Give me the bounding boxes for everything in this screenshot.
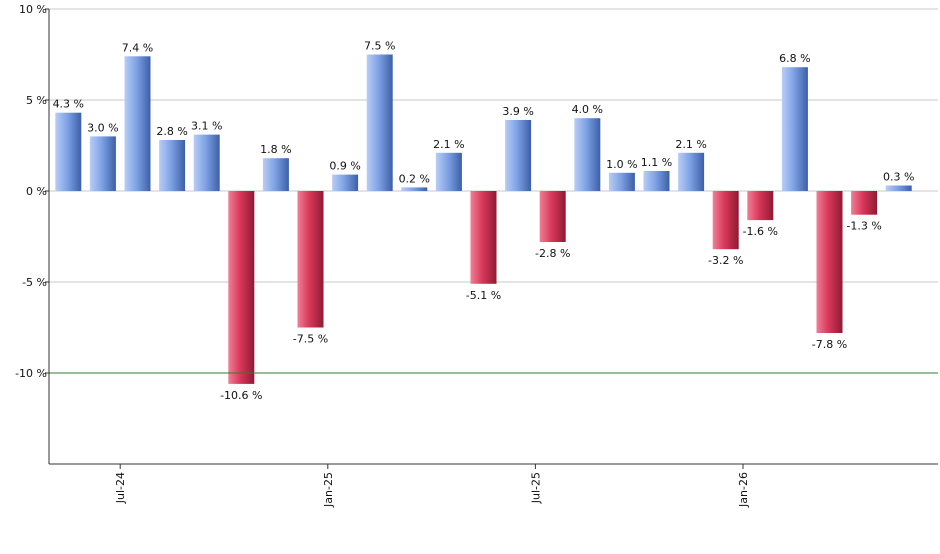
bar bbox=[505, 120, 532, 191]
bar bbox=[712, 191, 739, 250]
bar bbox=[193, 134, 220, 191]
x-tick-label: Jan-26 bbox=[737, 472, 750, 508]
bar bbox=[124, 56, 151, 191]
data-label: 7.5 % bbox=[364, 40, 395, 53]
data-label: -2.8 % bbox=[535, 247, 570, 260]
data-label: 6.8 % bbox=[779, 52, 810, 65]
data-label: 2.1 % bbox=[433, 138, 464, 151]
y-tick-label: 0 % bbox=[26, 185, 47, 198]
x-tick-label: Jul-24 bbox=[114, 472, 127, 504]
data-label: -7.8 % bbox=[812, 338, 847, 351]
data-label: 1.0 % bbox=[606, 158, 637, 171]
bar bbox=[297, 191, 324, 328]
data-label: 4.0 % bbox=[572, 103, 603, 116]
bar bbox=[816, 191, 843, 333]
bar bbox=[159, 140, 186, 191]
y-tick-label: 5 % bbox=[26, 94, 47, 107]
bars bbox=[55, 54, 912, 384]
bar bbox=[574, 118, 601, 191]
bar bbox=[401, 187, 428, 191]
data-label: -1.3 % bbox=[846, 220, 881, 233]
bar bbox=[781, 67, 808, 191]
bar bbox=[89, 136, 116, 191]
bar bbox=[885, 185, 912, 191]
data-label: -1.6 % bbox=[743, 225, 778, 238]
data-label: 7.4 % bbox=[122, 41, 153, 54]
bar bbox=[747, 191, 774, 221]
bar bbox=[643, 171, 670, 191]
bar bbox=[851, 191, 878, 215]
bar bbox=[366, 54, 393, 191]
bar bbox=[539, 191, 566, 242]
data-label: -3.2 % bbox=[708, 254, 743, 267]
data-label: -5.1 % bbox=[466, 289, 501, 302]
bar bbox=[435, 152, 462, 191]
data-label: -7.5 % bbox=[293, 333, 328, 346]
data-label: 3.0 % bbox=[87, 121, 118, 134]
data-label: 0.9 % bbox=[329, 160, 360, 173]
data-label: 2.1 % bbox=[675, 138, 706, 151]
data-label: 0.3 % bbox=[883, 171, 914, 184]
data-labels: 4.3 %3.0 % 7.4 % 2.8 % 3.1 % -10.6 % 1.8 % -7.… bbox=[53, 40, 915, 402]
x-tick-label: Jan-25 bbox=[322, 472, 335, 508]
data-label: 1.1 % bbox=[641, 156, 672, 169]
y-tick-label: -5 % bbox=[22, 276, 47, 289]
bar bbox=[470, 191, 497, 284]
data-label: 4.3 % bbox=[53, 98, 84, 111]
axes: 10 % 5 % 0 % -5 % -10 % Jul-24 Jan-25 Jul-25 Jan… bbox=[15, 3, 938, 508]
data-label: 3.9 % bbox=[502, 105, 533, 118]
bar bbox=[228, 191, 255, 384]
y-tick-label: -10 % bbox=[15, 367, 47, 380]
data-label: 0.2 % bbox=[399, 172, 430, 185]
data-label: 2.8 % bbox=[156, 125, 187, 138]
data-label: -10.6 % bbox=[220, 389, 262, 402]
bar bbox=[55, 112, 82, 191]
x-tick-label: Jul-25 bbox=[529, 472, 542, 504]
y-tick-label: 10 % bbox=[19, 3, 47, 16]
data-label: 1.8 % bbox=[260, 143, 291, 156]
bar bbox=[608, 172, 635, 191]
data-label: 3.1 % bbox=[191, 120, 222, 133]
bar bbox=[678, 152, 705, 191]
bar bbox=[262, 158, 289, 191]
bar bbox=[332, 174, 359, 191]
